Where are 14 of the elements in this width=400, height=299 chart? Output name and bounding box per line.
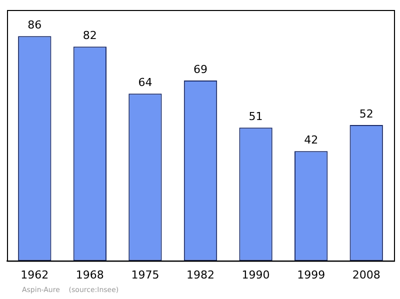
data-label: 64 [138,76,152,89]
data-label: 69 [194,62,208,76]
data-label: 86 [28,18,42,32]
data-label: 51 [248,110,263,123]
x-tick-label: 1999 [297,268,326,282]
x-tick-label: 1982 [186,268,214,282]
x-tick-label: 1990 [242,268,270,282]
data-label: 82 [82,28,97,42]
data-label: 52 [359,107,374,120]
data-label: 42 [304,133,318,146]
x-tick-label: 1968 [76,268,104,282]
x-tick-label: 1962 [20,268,49,282]
x-tick-label: 2008 [352,268,380,282]
x-tick-label: 1975 [131,268,160,282]
